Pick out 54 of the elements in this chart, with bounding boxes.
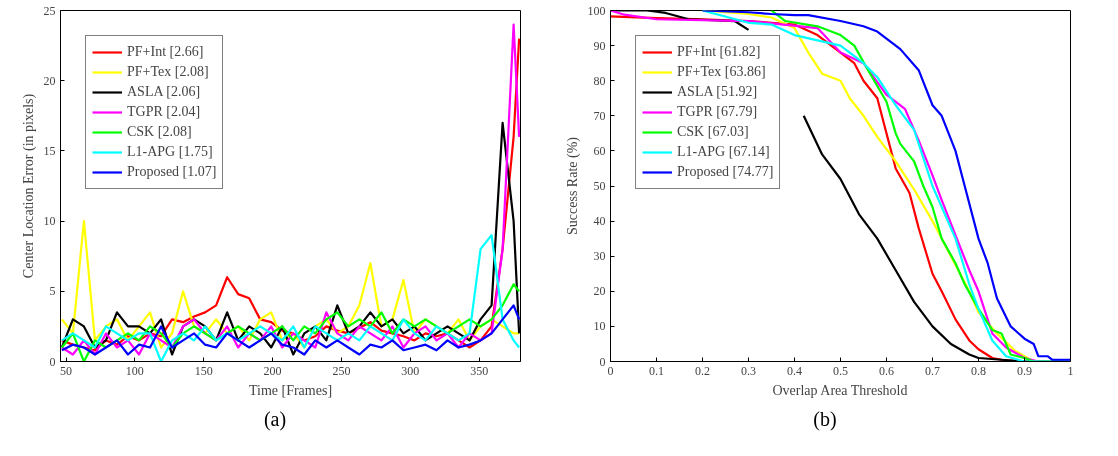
x-tick-label: 0.3 — [741, 363, 756, 378]
legend-label: PF+Tex [2.08] — [127, 64, 209, 80]
x-tick-label: 0.2 — [695, 363, 710, 378]
legend-label: PF+Int [2.66] — [127, 44, 204, 60]
y-tick-label: 20 — [593, 284, 606, 299]
y-tick-label: 90 — [593, 38, 606, 53]
legend-label: PF+Tex [63.86] — [677, 64, 766, 80]
y-tick-label: 30 — [593, 249, 606, 264]
x-tick-label: 100 — [125, 363, 144, 378]
x-tick-label: 0.8 — [971, 363, 986, 378]
x-tick-label: 150 — [194, 363, 213, 378]
y-tick-label: 20 — [43, 73, 56, 88]
text: (b) — [813, 407, 837, 432]
y-tick-label: 5 — [49, 284, 56, 299]
x-tick-label: 1 — [1067, 363, 1074, 378]
line-series — [60, 304, 521, 356]
y-tick-label: 10 — [593, 319, 606, 334]
legend-label: Proposed [1.07] — [127, 164, 217, 180]
y-axis-title: Success Rate (%) — [564, 136, 581, 235]
legend-label: TGPR [2.04] — [127, 104, 201, 120]
legend-label: ASLA [51.92] — [677, 84, 758, 100]
x-tick-label: 0.1 — [649, 363, 664, 378]
x-tick-label: 0.4 — [787, 363, 802, 378]
x-tick-label: 50 — [60, 363, 73, 378]
x-tick-label: 200 — [263, 363, 282, 378]
x-tick-label: 0.5 — [833, 363, 848, 378]
y-tick-label: 100 — [587, 3, 606, 18]
x-tick-label: 0.9 — [1017, 363, 1032, 378]
legend-label: Proposed [74.77] — [677, 164, 774, 180]
x-tick-label: 250 — [332, 363, 351, 378]
y-tick-label: 10 — [43, 214, 56, 229]
legend-label: CSK [67.03] — [677, 124, 749, 140]
x-tick-label: 350 — [470, 363, 489, 378]
legend-label: TGPR [67.79] — [677, 104, 758, 120]
y-tick-label: 70 — [593, 108, 606, 123]
x-tick-label: 0.6 — [879, 363, 894, 378]
legend-label: ASLA [2.06] — [127, 84, 201, 100]
y-tick-label: 40 — [593, 214, 606, 229]
legend-label: PF+Int [61.82] — [677, 44, 761, 60]
legend-label: L1-APG [1.75] — [127, 144, 213, 160]
x-axis-title: Overlap Area Threshold — [772, 382, 908, 398]
x-axis-title: Time [Frames] — [248, 382, 333, 398]
y-tick-label: 80 — [593, 73, 606, 88]
y-tick-label: 15 — [43, 143, 56, 158]
text: (a) — [263, 407, 287, 433]
legend-label: CSK [2.08] — [127, 124, 192, 140]
x-tick-label: 0.7 — [925, 363, 940, 378]
y-tick-label: 25 — [43, 3, 56, 18]
y-axis-title: Center Location Error (in pixels) — [20, 93, 37, 279]
x-tick-label: 300 — [401, 363, 420, 378]
y-tick-label: 60 — [593, 143, 606, 158]
line-series — [60, 220, 521, 349]
y-tick-label: 50 — [593, 179, 606, 193]
legend-label: L1-APG [67.14] — [677, 144, 770, 160]
